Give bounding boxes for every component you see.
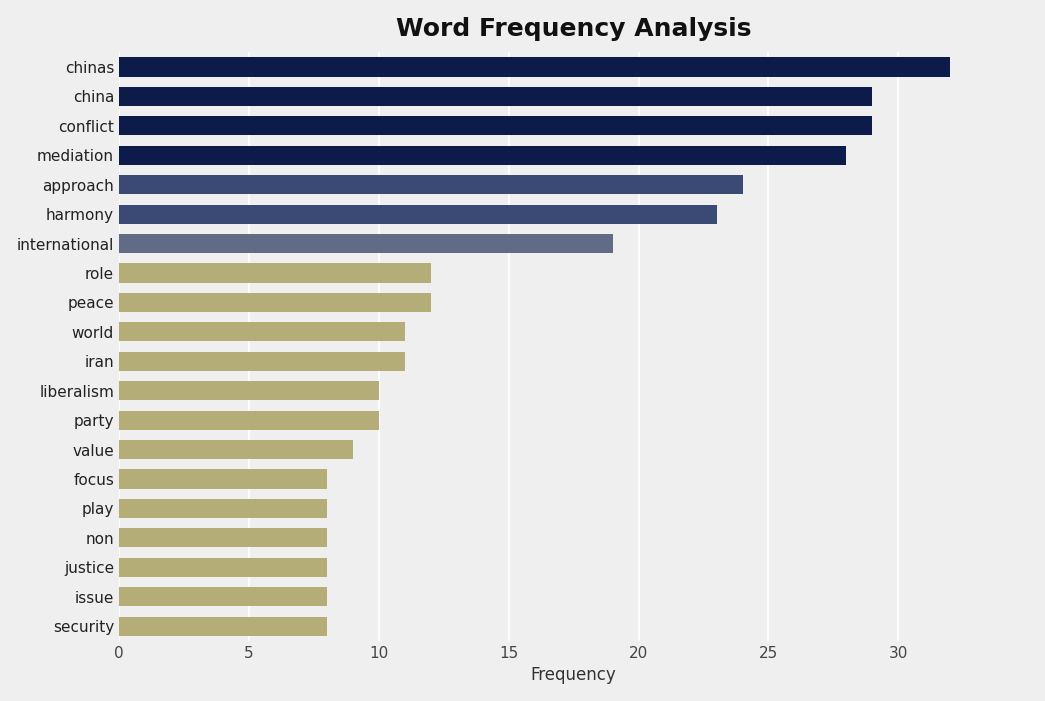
Bar xyxy=(119,470,327,489)
Bar xyxy=(119,587,327,606)
Bar xyxy=(119,205,717,224)
Bar xyxy=(119,116,873,135)
Bar xyxy=(119,322,404,341)
Bar xyxy=(119,381,378,400)
Title: Word Frequency Analysis: Word Frequency Analysis xyxy=(396,17,751,41)
Bar xyxy=(119,57,950,76)
Bar xyxy=(119,411,378,430)
X-axis label: Frequency: Frequency xyxy=(531,667,617,684)
Bar xyxy=(119,558,327,577)
Bar xyxy=(119,264,431,283)
Bar xyxy=(119,175,743,194)
Bar xyxy=(119,440,353,459)
Bar xyxy=(119,352,404,371)
Bar xyxy=(119,234,612,253)
Bar xyxy=(119,146,846,165)
Bar xyxy=(119,617,327,636)
Bar xyxy=(119,293,431,312)
Bar xyxy=(119,529,327,547)
Bar xyxy=(119,87,873,106)
Bar xyxy=(119,499,327,518)
